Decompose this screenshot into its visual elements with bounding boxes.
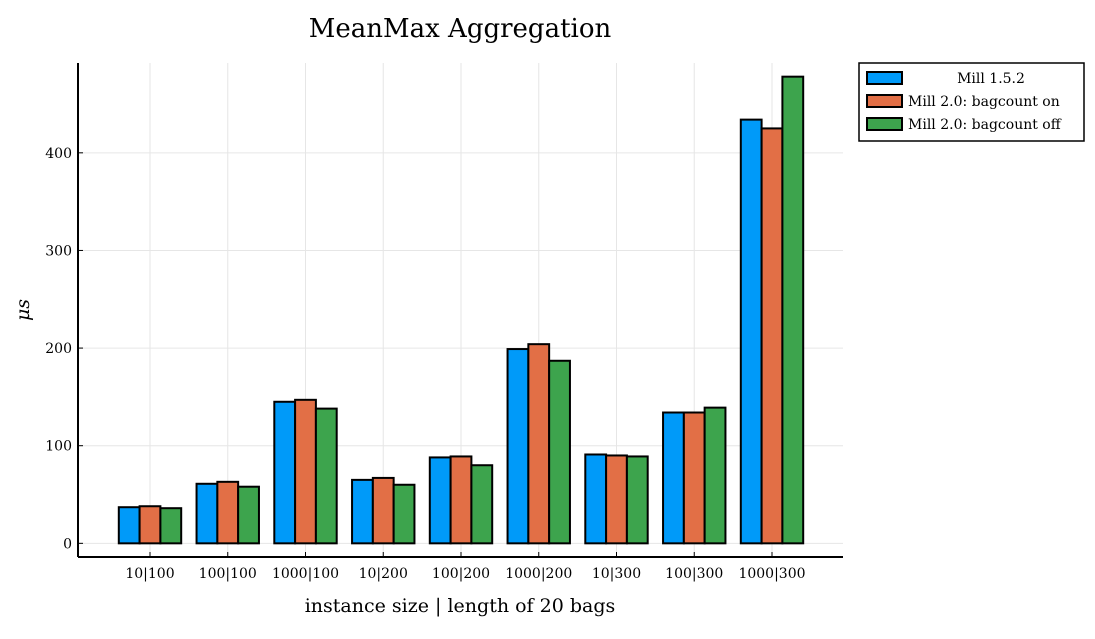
bar [682,411,706,545]
legend-label: Mill 2.0: bagcount off [908,117,1062,133]
bar [216,480,240,545]
legend: Mill 1.5.2 Mill 2.0: bagcount on Mill 2.0:… [858,62,1085,142]
legend-label: Mill 1.5.2 [957,71,1025,87]
bar [159,507,183,545]
bar [138,505,162,545]
x-tick-label: 100|200 [432,566,490,582]
x-tick-labels: 10|100 100|100 1000|100 10|200 100|200 1000|2… [125,566,805,582]
bar [506,348,530,545]
bar [625,455,649,545]
x-tick-label: 10|200 [359,566,408,582]
bar [470,464,494,545]
chart-title: MeanMax Aggregation [309,14,612,44]
x-tick-label: 100|300 [665,566,723,582]
bar [605,454,628,545]
bar [294,398,317,545]
bars [117,75,805,545]
x-tick-label: 10|100 [125,566,174,582]
bar [703,406,727,545]
bar [195,482,219,545]
legend-swatch [866,71,903,85]
y-tick-label: 400 [45,146,72,162]
legend-swatch [866,94,903,108]
bar [117,506,141,545]
bar [237,485,260,545]
y-tick-label: 0 [63,536,72,552]
y-tick-label: 200 [45,341,72,357]
bar [584,453,608,545]
x-tick-label: 1000|200 [505,566,572,582]
bar [392,483,416,545]
x-axis-label: instance size | length of 20 bags [305,595,616,617]
bar [371,476,395,545]
axes [77,63,843,558]
bar [739,118,763,545]
bar [781,75,805,545]
bar [428,456,452,545]
x-tick-label: 100|100 [199,566,257,582]
legend-swatch [866,117,903,131]
y-axis-label: μs [12,299,34,321]
legend-label: Mill 2.0: bagcount on [908,94,1060,110]
y-tick-label: 100 [45,439,72,455]
bar [760,127,784,545]
bar [662,411,685,545]
bar [351,478,374,545]
x-tick-label: 1000|300 [738,566,805,582]
y-tick-label: 300 [45,243,72,259]
bar [527,343,551,545]
bar [548,359,571,545]
bar [449,455,473,545]
x-tick-label: 1000|100 [272,566,339,582]
y-tick-labels: 0 100 200 300 400 [45,146,72,553]
bar [314,407,338,545]
bar [273,400,297,545]
x-tick-label: 10|300 [592,566,641,582]
